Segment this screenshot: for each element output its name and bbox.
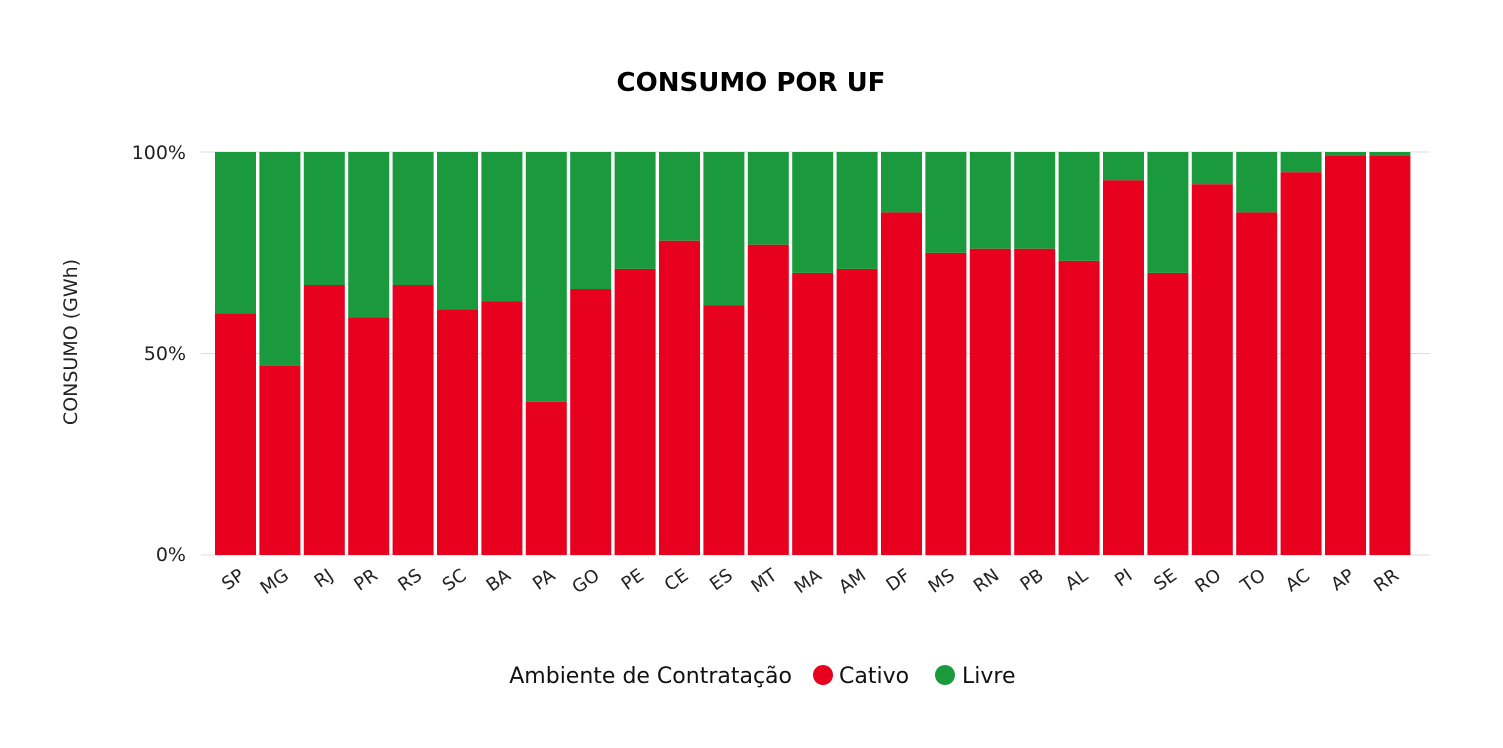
x-tick-rr: RR <box>1370 565 1403 597</box>
x-tick-ce: CE <box>661 565 693 596</box>
bar-pe-cativo[interactable] <box>614 268 656 555</box>
bar-rs-livre[interactable] <box>392 152 434 285</box>
x-tick-es: ES <box>706 565 737 595</box>
bar-am-livre[interactable] <box>836 152 878 269</box>
bar-ms-cativo[interactable] <box>925 252 967 556</box>
bar-ce-cativo[interactable] <box>659 240 700 555</box>
bar-ms-livre[interactable] <box>925 152 967 253</box>
legend-swatch-livre <box>935 665 955 685</box>
bar-ma-livre[interactable] <box>792 152 834 273</box>
x-tick-rn: RN <box>970 565 1003 597</box>
bar-es-cativo[interactable] <box>703 305 745 555</box>
y-axis-label: CONSUMO (GWh) <box>60 259 82 425</box>
x-tick-pe: PE <box>618 565 648 595</box>
legend-title: Ambiente de Contratação <box>509 664 792 689</box>
x-tick-ac: AC <box>1282 565 1314 596</box>
bar-pb-livre[interactable] <box>1014 152 1056 249</box>
x-tick-labels: SP MG RJ PR RS SC BA PA GO PE CE ES MT MA AM DF MS RN PB AL… <box>218 564 1403 599</box>
y-tick-labels: 0% 50% 100% <box>132 142 186 566</box>
x-tick-ms: MS <box>925 565 959 598</box>
bar-pe-livre[interactable] <box>614 152 656 269</box>
x-tick-rs: RS <box>394 565 426 596</box>
legend-swatch-cativo <box>813 665 833 685</box>
bar-ce-livre[interactable] <box>659 152 700 241</box>
x-tick-mg: MG <box>257 565 293 599</box>
x-tick-to: TO <box>1236 565 1269 597</box>
bar-ap-cativo[interactable] <box>1325 156 1366 555</box>
bar-al-livre[interactable] <box>1058 152 1100 261</box>
x-tick-pr: PR <box>350 565 381 596</box>
chart-title: CONSUMO POR UF <box>617 68 886 98</box>
bar-df-livre[interactable] <box>881 152 922 213</box>
bar-mg-cativo[interactable] <box>259 365 301 555</box>
bar-ap-livre[interactable] <box>1325 152 1366 156</box>
bar-go-cativo[interactable] <box>570 289 612 555</box>
bar-df-cativo[interactable] <box>881 212 922 555</box>
bar-sc-livre[interactable] <box>437 152 478 310</box>
x-tick-go: GO <box>568 565 603 598</box>
x-tick-al: AL <box>1062 565 1092 595</box>
y-tick-0: 0% <box>156 544 186 566</box>
bar-rj-cativo[interactable] <box>303 285 345 555</box>
legend-label-cativo[interactable]: Cativo <box>839 664 909 689</box>
bar-ac-cativo[interactable] <box>1280 172 1322 555</box>
x-tick-pi: PI <box>1111 565 1136 591</box>
y-tick-50: 50% <box>144 343 186 365</box>
bar-sp-cativo[interactable] <box>215 313 256 555</box>
bar-rn-cativo[interactable] <box>969 248 1011 555</box>
bar-am-cativo[interactable] <box>836 268 878 555</box>
bar-se-cativo[interactable] <box>1147 272 1189 555</box>
bar-go-livre[interactable] <box>570 152 612 289</box>
bar-pi-livre[interactable] <box>1103 152 1144 181</box>
bar-ma-cativo[interactable] <box>792 272 834 555</box>
y-tick-100: 100% <box>132 142 186 164</box>
x-tick-rj: RJ <box>311 565 338 592</box>
x-tick-df: DF <box>882 565 914 596</box>
bar-pa-livre[interactable] <box>525 152 567 402</box>
bar-pr-cativo[interactable] <box>348 317 390 555</box>
bar-pb-cativo[interactable] <box>1014 248 1056 555</box>
bar-ac-livre[interactable] <box>1280 152 1322 173</box>
bar-rn-livre[interactable] <box>969 152 1011 249</box>
bar-mt-cativo[interactable] <box>747 244 789 555</box>
legend-label-livre[interactable]: Livre <box>962 664 1016 689</box>
bar-ro-livre[interactable] <box>1191 152 1233 185</box>
x-tick-ro: RO <box>1191 565 1225 598</box>
x-tick-ap: AP <box>1327 565 1358 596</box>
bar-ro-cativo[interactable] <box>1191 184 1233 555</box>
legend: Ambiente de Contratação Cativo Livre <box>509 664 1015 689</box>
bar-sp-livre[interactable] <box>215 152 256 314</box>
bar-mt-livre[interactable] <box>747 152 789 245</box>
bar-pr-livre[interactable] <box>348 152 390 318</box>
bar-se-livre[interactable] <box>1147 152 1189 273</box>
bar-sc-cativo[interactable] <box>437 309 478 555</box>
bar-mg-livre[interactable] <box>259 152 301 366</box>
bar-pi-cativo[interactable] <box>1103 180 1144 555</box>
bar-to-livre[interactable] <box>1236 152 1278 213</box>
x-tick-se: SE <box>1150 565 1181 595</box>
x-tick-sc: SC <box>439 565 471 596</box>
bar-rs-cativo[interactable] <box>392 285 434 555</box>
bars <box>215 152 1411 556</box>
bar-pa-cativo[interactable] <box>525 401 567 555</box>
bar-to-cativo[interactable] <box>1236 212 1278 555</box>
bar-es-livre[interactable] <box>703 152 745 306</box>
bar-al-cativo[interactable] <box>1058 260 1100 555</box>
x-tick-am: AM <box>835 565 870 598</box>
bar-rj-livre[interactable] <box>303 152 345 285</box>
bar-ba-cativo[interactable] <box>481 301 523 555</box>
bar-rr-cativo[interactable] <box>1369 156 1411 555</box>
x-tick-sp: SP <box>218 565 248 595</box>
bar-ba-livre[interactable] <box>481 152 523 302</box>
x-tick-mt: MT <box>747 564 782 597</box>
x-tick-ma: MA <box>791 564 826 598</box>
x-tick-pa: PA <box>529 565 560 595</box>
x-tick-ba: BA <box>483 565 516 597</box>
x-tick-pb: PB <box>1017 565 1048 596</box>
bar-rr-livre[interactable] <box>1369 152 1411 156</box>
